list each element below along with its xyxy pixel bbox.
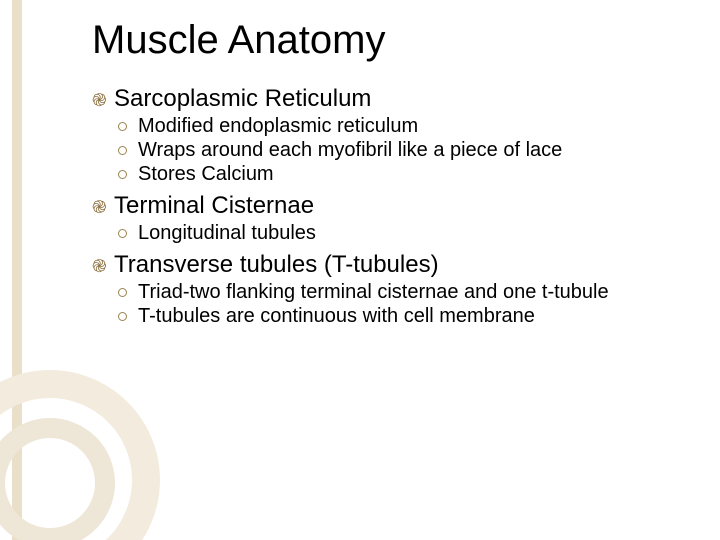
list-item: Longitudinal tubules bbox=[92, 222, 700, 245]
ring-bullet-icon bbox=[118, 122, 127, 131]
section-heading-text: Terminal Cisternae bbox=[114, 192, 314, 219]
swirl-bullet-icon: ֎ bbox=[92, 88, 107, 112]
swirl-bullet-icon: ֎ bbox=[92, 195, 107, 219]
list-item: Stores Calcium bbox=[92, 163, 700, 186]
list-item-text: Wraps around each myofibril like a piece… bbox=[138, 139, 562, 161]
ring-bullet-icon bbox=[118, 288, 127, 297]
content-area: Muscle Anatomy ֎ Sarcoplasmic Reticulum … bbox=[92, 18, 700, 329]
swirl-bullet-icon: ֎ bbox=[92, 254, 107, 278]
list-item-text: T-tubules are continuous with cell membr… bbox=[138, 305, 535, 327]
ring-bullet-icon bbox=[118, 229, 127, 238]
list-item: Modified endoplasmic reticulum bbox=[92, 115, 700, 138]
list-item: Triad-two flanking terminal cisternae an… bbox=[92, 281, 700, 304]
section-heading: ֎ Sarcoplasmic Reticulum bbox=[92, 85, 700, 113]
section-heading-text: Sarcoplasmic Reticulum bbox=[114, 85, 371, 112]
list-item: Wraps around each myofibril like a piece… bbox=[92, 139, 700, 162]
list-item: T-tubules are continuous with cell membr… bbox=[92, 305, 700, 328]
section-heading: ֎ Terminal Cisternae bbox=[92, 192, 700, 220]
list-item-text: Triad-two flanking terminal cisternae an… bbox=[138, 281, 609, 303]
list-item-text: Stores Calcium bbox=[138, 163, 274, 185]
ring-bullet-icon bbox=[118, 170, 127, 179]
list-item-text: Modified endoplasmic reticulum bbox=[138, 115, 418, 137]
slide-title: Muscle Anatomy bbox=[92, 18, 700, 63]
ring-bullet-icon bbox=[118, 312, 127, 321]
section-heading: ֎ Transverse tubules (T-tubules) bbox=[92, 251, 700, 279]
section-heading-text: Transverse tubules (T-tubules) bbox=[114, 251, 439, 278]
ring-bullet-icon bbox=[118, 146, 127, 155]
slide: Muscle Anatomy ֎ Sarcoplasmic Reticulum … bbox=[0, 0, 720, 540]
list-item-text: Longitudinal tubules bbox=[138, 222, 316, 244]
